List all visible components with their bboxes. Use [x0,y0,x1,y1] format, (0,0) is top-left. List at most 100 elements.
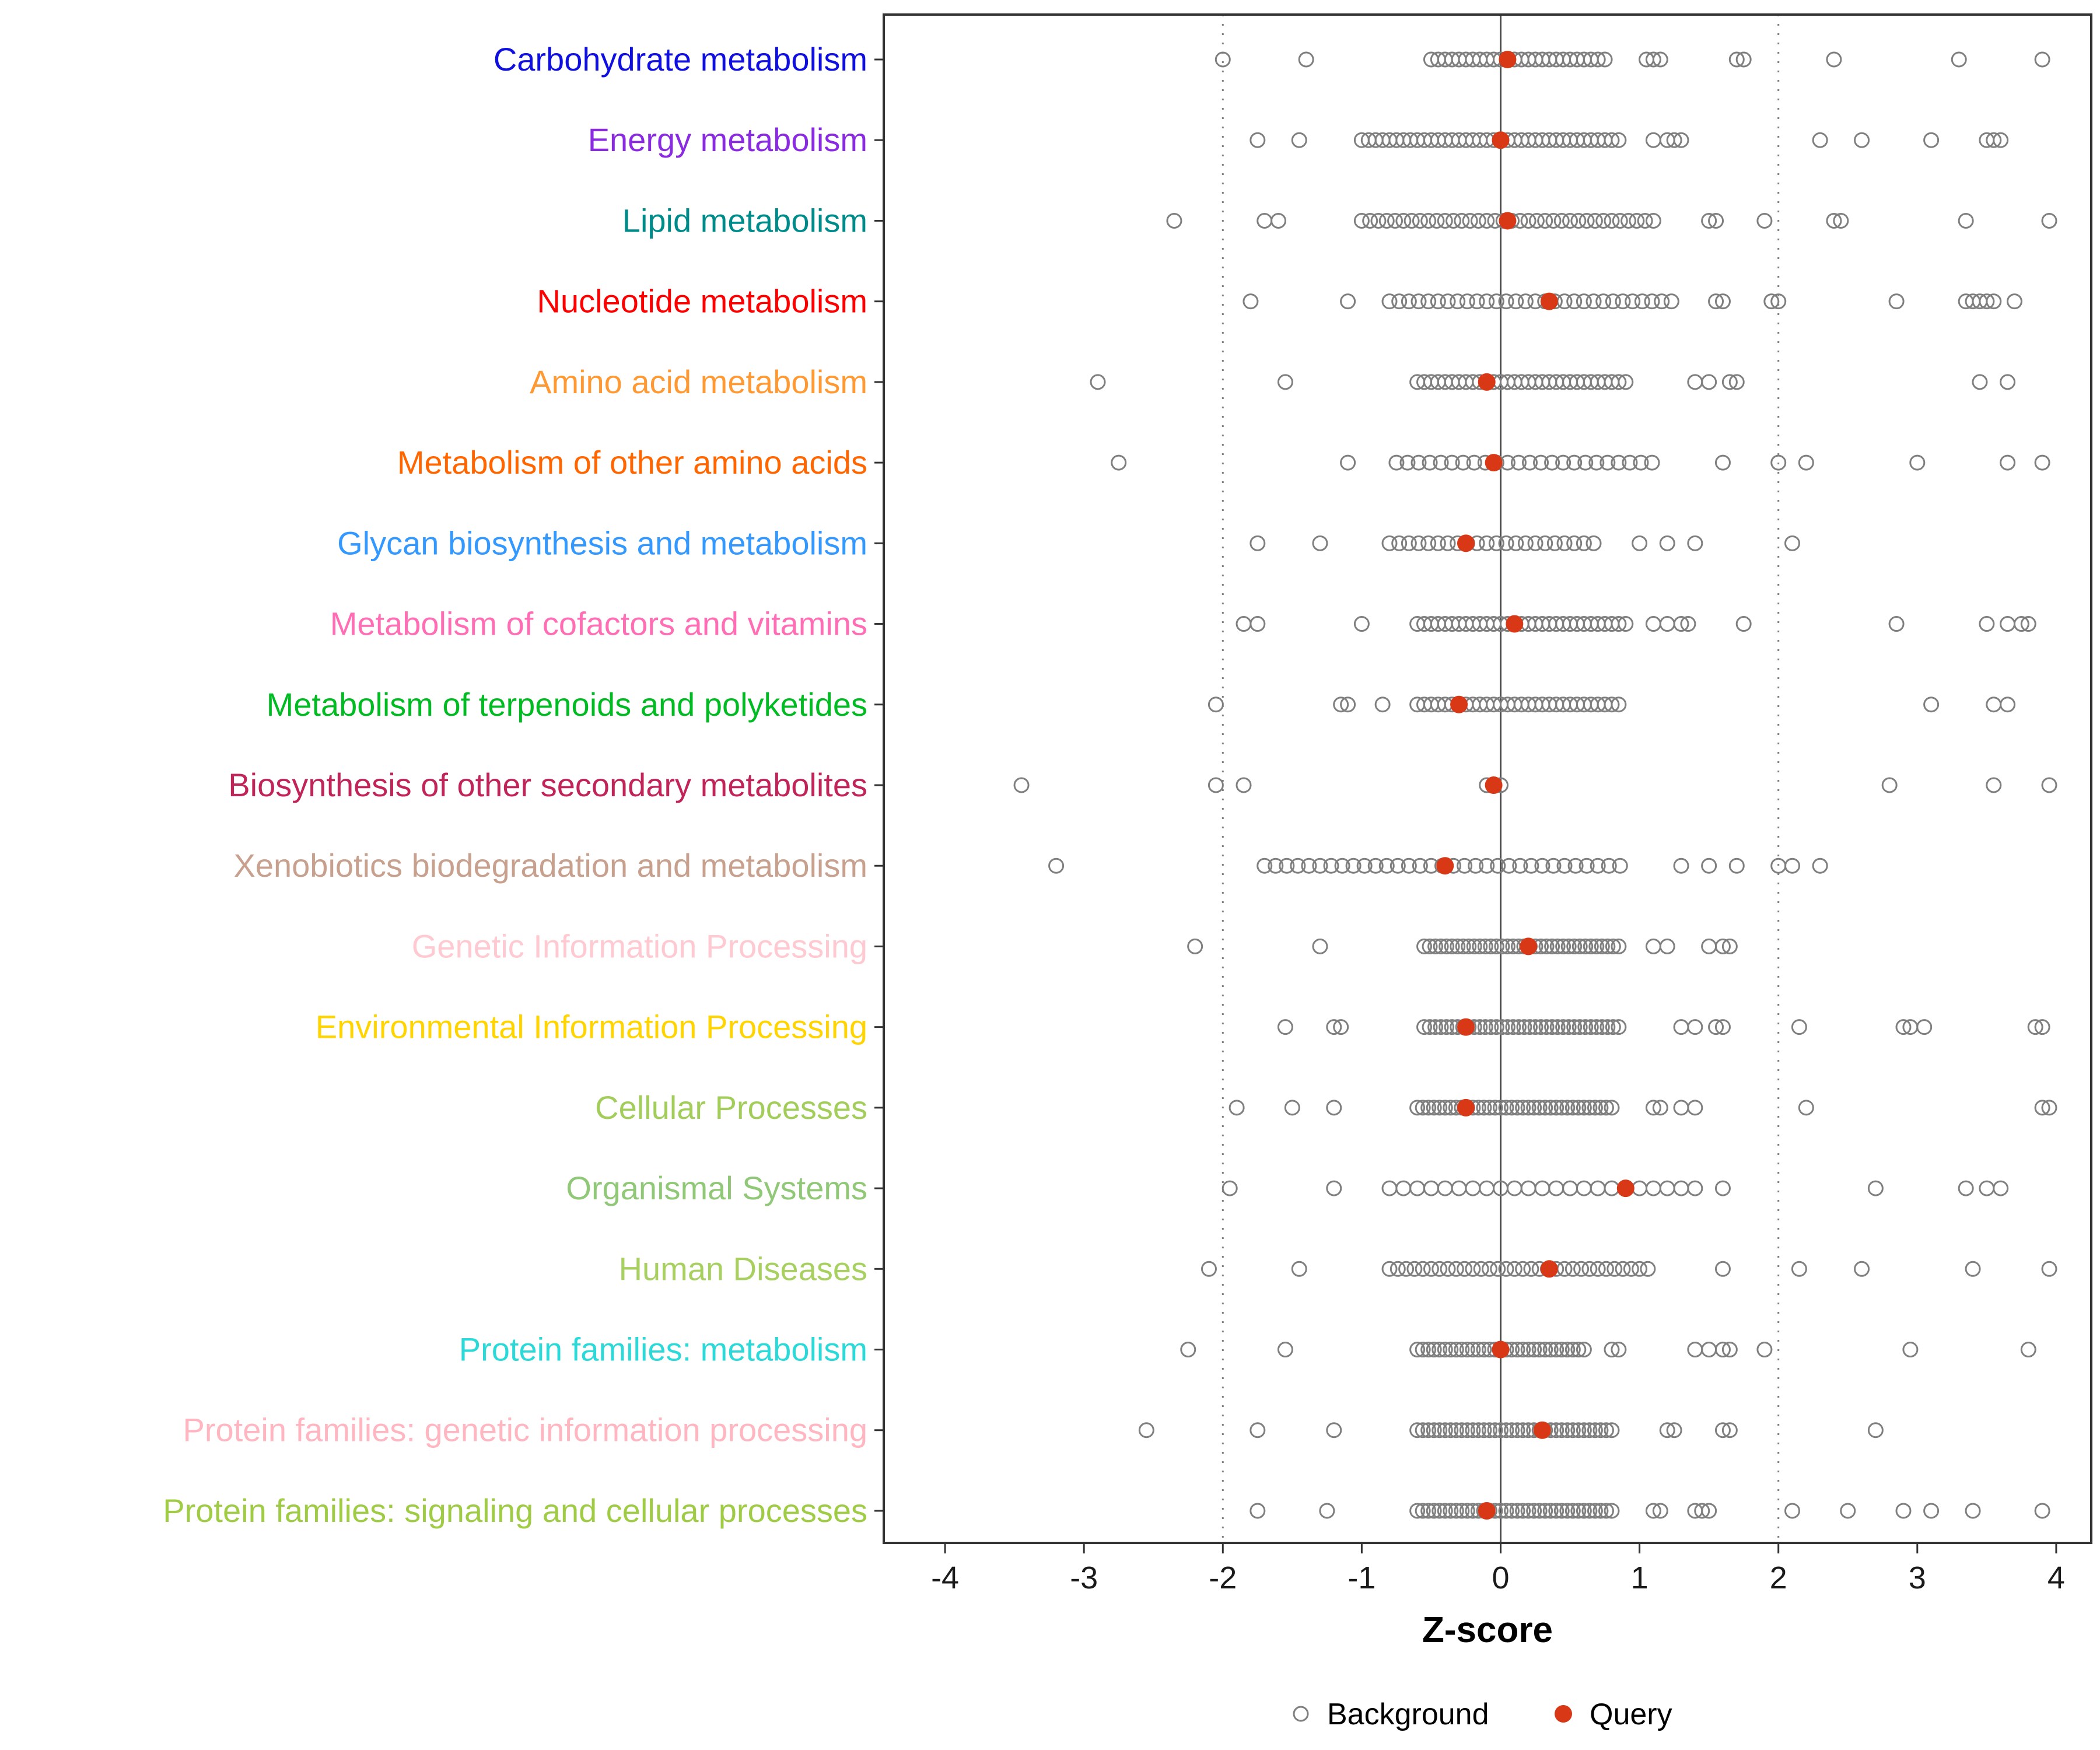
background-point [1326,1100,1342,1116]
background-point [1138,1422,1154,1438]
background-point [1714,454,1731,471]
background-point [1570,1422,1587,1438]
x-tick-label: 3 [1909,1560,1926,1595]
background-point [1422,454,1438,471]
background-point [1528,212,1545,229]
background-point [1490,858,1506,874]
background-point [1572,938,1588,954]
background-point [1577,938,1594,954]
background-point [1537,1503,1553,1519]
legend-query-marker-icon [1555,1705,1572,1723]
query-point [1450,695,1468,713]
background-point [1509,1422,1525,1438]
background-point [1501,858,1517,874]
background-point [1611,374,1627,390]
background-point [1481,1100,1497,1116]
background-point [1594,1019,1610,1035]
background-point [2034,1019,2050,1035]
background-point [1548,1180,1564,1196]
background-point [1415,1422,1431,1438]
background-point [1430,293,1446,310]
background-point [1566,1019,1583,1035]
background-point [2013,616,2029,632]
background-point [1426,1100,1442,1116]
background-point [1312,535,1328,551]
background-point [2027,1019,2043,1035]
background-point [1440,293,1456,310]
background-point [1488,293,1504,310]
background-point [1645,132,1661,148]
background-point [1854,1261,1870,1277]
background-point [1687,1100,1703,1116]
background-point [1291,132,1307,148]
background-point [1687,374,1703,390]
background-point [1437,212,1453,229]
background-points [1013,51,2057,1519]
background-point [1577,454,1594,471]
query-point [1485,454,1503,472]
background-point [1415,1342,1431,1358]
background-point [1531,1503,1548,1519]
background-point [1756,1342,1773,1358]
background-point [1401,293,1417,310]
background-point [1443,1422,1459,1438]
background-point [1504,1503,1520,1519]
background-point [1881,777,1898,793]
background-point [1714,1342,1731,1358]
background-point [1708,212,1724,229]
background-point [1618,616,1634,632]
background-point [1520,1342,1536,1358]
category-label: Glycan biosynthesis and metabolism [337,524,867,561]
background-point [1572,1019,1588,1035]
background-point [1415,1261,1431,1277]
background-point [1455,454,1471,471]
background-point [1611,616,1627,632]
x-tick-label: -1 [1348,1560,1376,1595]
background-point [1542,1100,1559,1116]
background-point [1604,212,1620,229]
background-point [1504,1100,1520,1116]
background-point [1520,1100,1536,1116]
background-point [1714,293,1731,310]
background-point [2041,777,2057,793]
background-point [1728,51,1745,68]
background-point [1611,132,1627,148]
background-point [1556,535,1573,551]
query-point [1478,373,1496,391]
category-label: Protein families: metabolism [459,1331,867,1368]
background-point [1812,132,1828,148]
background-point [1615,1261,1631,1277]
background-point [1301,858,1317,874]
background-point [1916,1019,1933,1035]
background-point [1340,696,1356,713]
background-point [1986,293,2002,310]
background-point [1559,1422,1576,1438]
background-point [1390,858,1406,874]
background-point [1708,1019,1724,1035]
background-point [1555,1019,1572,1035]
category-label: Cellular Processes [595,1089,867,1126]
background-point [1555,938,1572,954]
background-point [1526,1342,1542,1358]
background-point [1673,858,1689,874]
background-point [1923,1503,1940,1519]
background-point [1326,1019,1342,1035]
background-point [1659,1422,1675,1438]
background-point [1515,1261,1531,1277]
background-point [1510,454,1527,471]
background-point [1443,1342,1459,1358]
background-point [1673,1100,1689,1116]
background-point [1958,1180,1974,1196]
background-point [1443,1503,1459,1519]
x-axis-title: Z-score [1422,1610,1553,1650]
background-point [1611,696,1627,713]
background-point [1465,1422,1481,1438]
background-point [1499,938,1516,954]
background-point [1600,454,1616,471]
background-point [1506,1180,1522,1196]
background-point [1242,293,1259,310]
background-point [1505,1019,1521,1035]
background-point [1756,212,1773,229]
background-point [1598,1100,1614,1116]
